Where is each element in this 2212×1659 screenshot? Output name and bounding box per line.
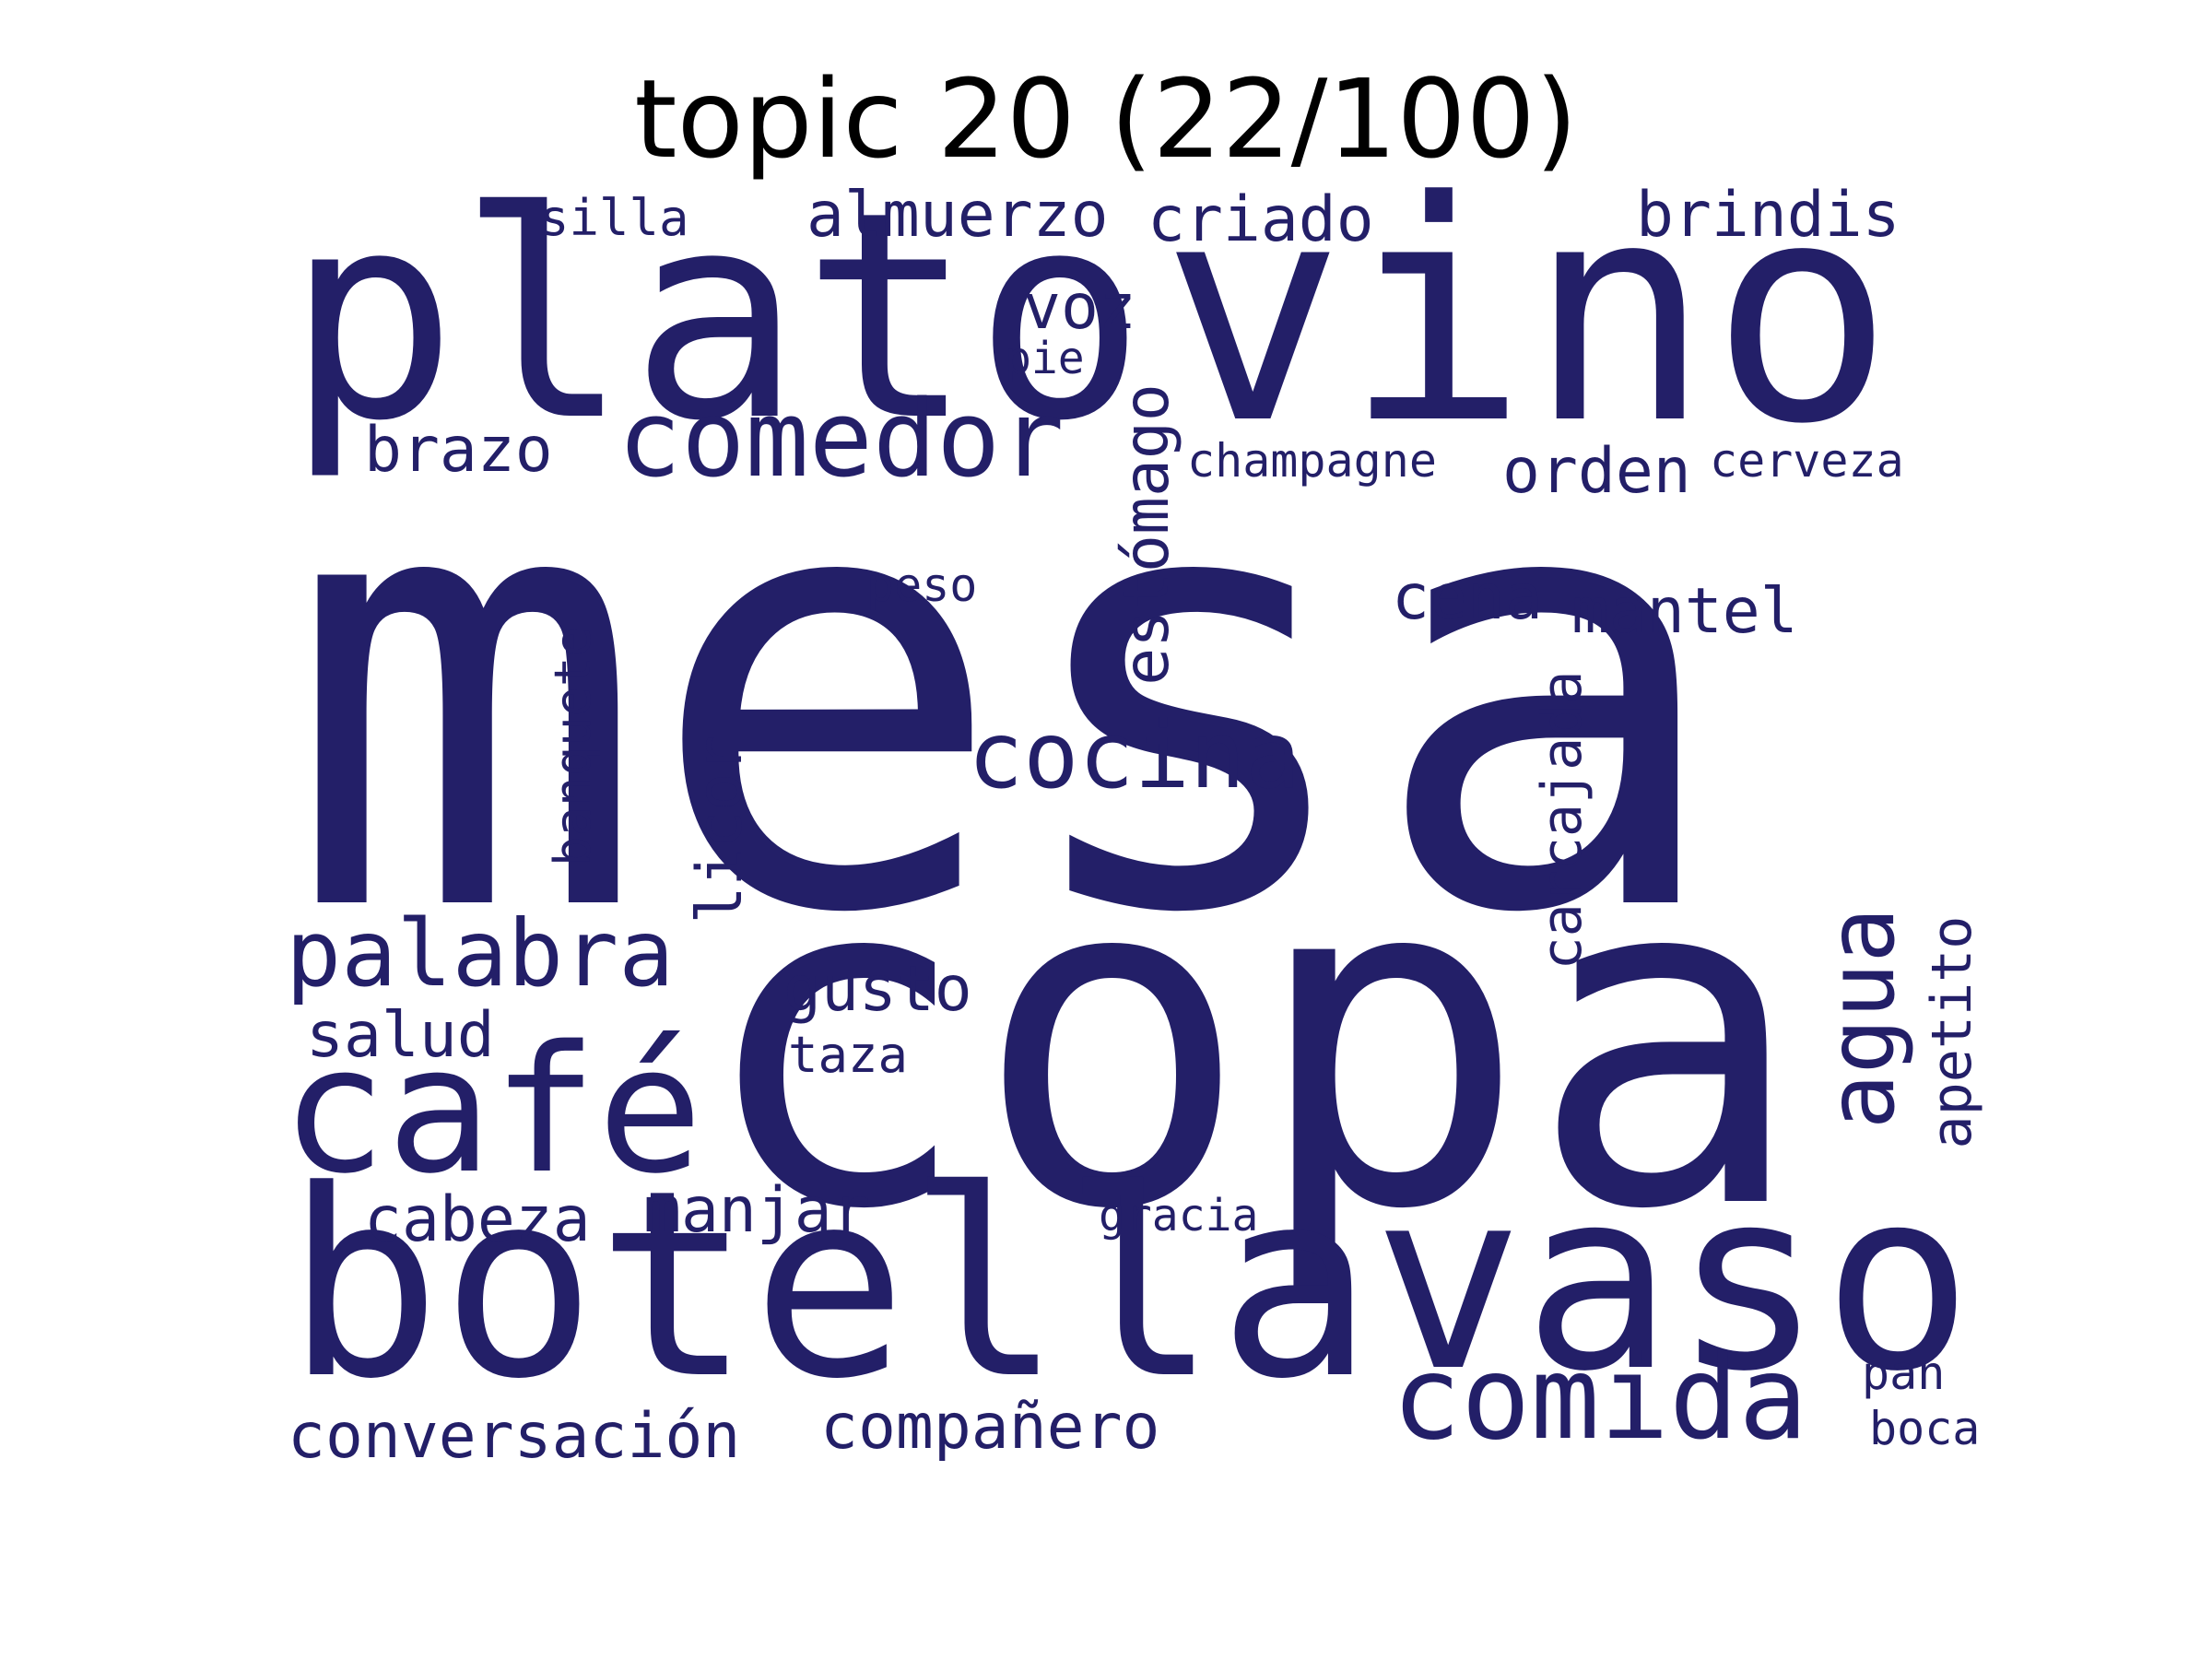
word-comedor: comedor — [618, 378, 1065, 501]
word-salud: salud — [306, 999, 495, 1072]
word-copa: copa — [696, 773, 1806, 1310]
word-gusto: gusto — [783, 953, 972, 1026]
word-boca: boca — [1869, 1402, 1981, 1455]
word-vaso: vaso — [1373, 1135, 1973, 1426]
word-palabra: palabra — [286, 900, 675, 1007]
word-cerveza: cerveza — [1710, 434, 1904, 488]
word-gracia: gracia — [1099, 1190, 1259, 1241]
word-mantel: mantel — [1571, 575, 1798, 648]
word-brazo: brazo — [364, 414, 553, 487]
word-cabeza: cabeza — [364, 1183, 591, 1256]
word-voz: voz — [1023, 271, 1136, 344]
word-agua: agua — [1807, 907, 1915, 1130]
word-cafe: café — [281, 1008, 703, 1212]
word-carcajada: carcajada — [1530, 670, 1594, 971]
word-plato: plato — [286, 151, 1147, 484]
word-estomago: estómago — [1111, 383, 1183, 686]
word-manjar: manjar — [643, 1174, 870, 1247]
word-champagne: champagne — [1187, 434, 1437, 488]
word-mesa: mesa — [286, 347, 1729, 1044]
word-vino: vino — [1161, 136, 1894, 490]
word-companero: compañero — [820, 1391, 1160, 1464]
word-almuerzo: almuerzo — [806, 179, 1109, 252]
word-silla: silla — [539, 189, 689, 247]
word-licor: licor — [684, 735, 757, 924]
word-cocina: cocina — [968, 701, 1301, 809]
word-brindis: brindis — [1636, 179, 1900, 252]
chart-title: topic 20 (22/100) — [634, 55, 1578, 182]
word-conversacion: conversación — [288, 1400, 741, 1473]
word-peso: peso — [866, 559, 978, 612]
word-pan: pan — [1862, 1347, 1946, 1400]
word-pie: pie — [1005, 333, 1085, 384]
word-apetito: apetito — [1920, 915, 1984, 1149]
word-taza: taza — [788, 1026, 909, 1084]
word-botella: botella — [286, 1135, 1374, 1436]
word-comida: comida — [1392, 1332, 1808, 1465]
word-orden: orden — [1502, 435, 1691, 508]
word-criado: criado — [1147, 183, 1374, 256]
word-cena: cena — [1392, 561, 1543, 634]
word-banquete: banquete — [544, 626, 602, 867]
